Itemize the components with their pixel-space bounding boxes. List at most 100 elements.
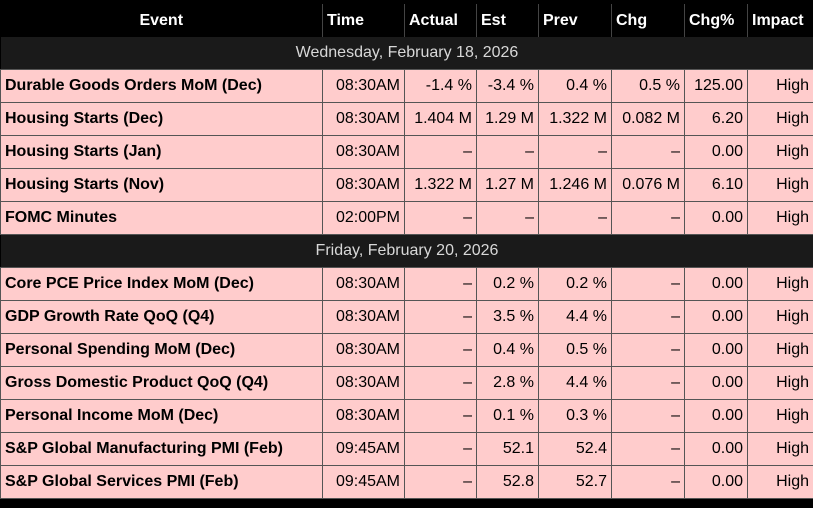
- table-row[interactable]: Personal Income MoM (Dec) 08:30AM –0.1 % 0.…: [0, 399, 813, 433]
- table-row[interactable]: GDP Growth Rate QoQ (Q4) 08:30AM –3.5 % 4.4…: [0, 300, 813, 334]
- impact-value: High: [747, 69, 813, 103]
- event-time: 08:30AM: [322, 366, 405, 400]
- event-name[interactable]: Personal Income MoM (Dec): [0, 399, 323, 433]
- impact-value: High: [747, 432, 813, 466]
- event-name[interactable]: FOMC Minutes: [0, 201, 323, 235]
- actual-value: 1.404 M: [404, 102, 477, 136]
- date-heading: Friday, February 20, 2026: [0, 234, 813, 268]
- previous-value: 0.2 %: [538, 267, 612, 301]
- change-percent-value: 0.00: [684, 300, 748, 334]
- change-percent-value: 125.00: [684, 69, 748, 103]
- event-time: 08:30AM: [322, 102, 405, 136]
- event-time: 08:30AM: [322, 168, 405, 202]
- header-prev[interactable]: Prev: [538, 4, 612, 37]
- change-value: –: [611, 267, 685, 301]
- table-row[interactable]: S&P Global Services PMI (Feb) 09:45AM –52.…: [0, 465, 813, 499]
- table-row[interactable]: Personal Spending MoM (Dec) 08:30AM –0.4 %…: [0, 333, 813, 367]
- estimate-value: -3.4 %: [476, 69, 539, 103]
- change-percent-value: 0.00: [684, 333, 748, 367]
- change-percent-value: 0.00: [684, 399, 748, 433]
- actual-value: –: [404, 201, 477, 235]
- event-name[interactable]: Durable Goods Orders MoM (Dec): [0, 69, 323, 103]
- header-actual[interactable]: Actual: [404, 4, 477, 37]
- actual-value: -1.4 %: [404, 69, 477, 103]
- event-time: 09:45AM: [322, 465, 405, 499]
- change-value: 0.076 M: [611, 168, 685, 202]
- estimate-value: 0.2 %: [476, 267, 539, 301]
- impact-value: High: [747, 366, 813, 400]
- actual-value: –: [404, 300, 477, 334]
- change-percent-value: 0.00: [684, 267, 748, 301]
- estimate-value: 2.8 %: [476, 366, 539, 400]
- change-value: –: [611, 333, 685, 367]
- header-est[interactable]: Est: [476, 4, 539, 37]
- previous-value: 0.3 %: [538, 399, 612, 433]
- table-row[interactable]: Durable Goods Orders MoM (Dec) 08:30AM -1.…: [0, 69, 813, 103]
- actual-value: 1.322 M: [404, 168, 477, 202]
- date-heading: Wednesday, February 18, 2026: [0, 37, 813, 70]
- event-name[interactable]: Personal Spending MoM (Dec): [0, 333, 323, 367]
- event-name[interactable]: Housing Starts (Nov): [0, 168, 323, 202]
- estimate-value: 0.4 %: [476, 333, 539, 367]
- previous-value: –: [538, 201, 612, 235]
- estimate-value: –: [476, 201, 539, 235]
- event-name[interactable]: S&P Global Services PMI (Feb): [0, 465, 323, 499]
- date-group-row: Friday, February 20, 2026: [0, 234, 813, 268]
- date-group-row: Wednesday, February 18, 2026: [0, 37, 813, 70]
- header-chg-percent[interactable]: Chg%: [684, 4, 748, 37]
- change-percent-value: 0.00: [684, 465, 748, 499]
- event-time: 08:30AM: [322, 69, 405, 103]
- event-time: 09:45AM: [322, 432, 405, 466]
- event-name[interactable]: GDP Growth Rate QoQ (Q4): [0, 300, 323, 334]
- header-row: Event Time Actual Est Prev Chg Chg% Impa…: [0, 4, 813, 37]
- change-value: –: [611, 135, 685, 169]
- impact-value: High: [747, 201, 813, 235]
- impact-value: High: [747, 102, 813, 136]
- change-value: –: [611, 366, 685, 400]
- table-row[interactable]: Housing Starts (Dec) 08:30AM 1.404 M 1.29 M…: [0, 102, 813, 136]
- impact-value: High: [747, 465, 813, 499]
- calendar-table: Event Time Actual Est Prev Chg Chg% Impa…: [0, 4, 813, 499]
- previous-value: 1.322 M: [538, 102, 612, 136]
- previous-value: 52.7: [538, 465, 612, 499]
- table-row[interactable]: Housing Starts (Jan) 08:30AM – – – –0.00 High: [0, 135, 813, 169]
- event-time: 08:30AM: [322, 300, 405, 334]
- table-row[interactable]: S&P Global Manufacturing PMI (Feb) 09:45A…: [0, 432, 813, 466]
- actual-value: –: [404, 465, 477, 499]
- change-percent-value: 6.10: [684, 168, 748, 202]
- change-value: –: [611, 465, 685, 499]
- change-percent-value: 0.00: [684, 201, 748, 235]
- table-row[interactable]: Housing Starts (Nov) 08:30AM 1.322 M 1.27 M…: [0, 168, 813, 202]
- change-value: –: [611, 201, 685, 235]
- event-name[interactable]: Housing Starts (Dec): [0, 102, 323, 136]
- change-value: –: [611, 300, 685, 334]
- estimate-value: –: [476, 135, 539, 169]
- previous-value: 1.246 M: [538, 168, 612, 202]
- header-event[interactable]: Event: [0, 4, 323, 37]
- actual-value: –: [404, 399, 477, 433]
- event-name[interactable]: S&P Global Manufacturing PMI (Feb): [0, 432, 323, 466]
- actual-value: –: [404, 267, 477, 301]
- event-time: 08:30AM: [322, 135, 405, 169]
- estimate-value: 1.27 M: [476, 168, 539, 202]
- previous-value: 0.5 %: [538, 333, 612, 367]
- event-name[interactable]: Gross Domestic Product QoQ (Q4): [0, 366, 323, 400]
- change-value: 0.5 %: [611, 69, 685, 103]
- actual-value: –: [404, 432, 477, 466]
- event-name[interactable]: Core PCE Price Index MoM (Dec): [0, 267, 323, 301]
- previous-value: 4.4 %: [538, 300, 612, 334]
- calendar-body: Wednesday, February 18, 2026 Durable Good…: [0, 37, 813, 499]
- table-row[interactable]: Gross Domestic Product QoQ (Q4) 08:30AM –2…: [0, 366, 813, 400]
- impact-value: High: [747, 135, 813, 169]
- header-time[interactable]: Time: [322, 4, 405, 37]
- impact-value: High: [747, 399, 813, 433]
- header-chg[interactable]: Chg: [611, 4, 685, 37]
- actual-value: –: [404, 366, 477, 400]
- table-row[interactable]: Core PCE Price Index MoM (Dec) 08:30AM –0.…: [0, 267, 813, 301]
- header-impact[interactable]: Impact: [747, 4, 813, 37]
- change-value: –: [611, 432, 685, 466]
- table-row[interactable]: FOMC Minutes 02:00PM – – – –0.00 High: [0, 201, 813, 235]
- event-name[interactable]: Housing Starts (Jan): [0, 135, 323, 169]
- actual-value: –: [404, 135, 477, 169]
